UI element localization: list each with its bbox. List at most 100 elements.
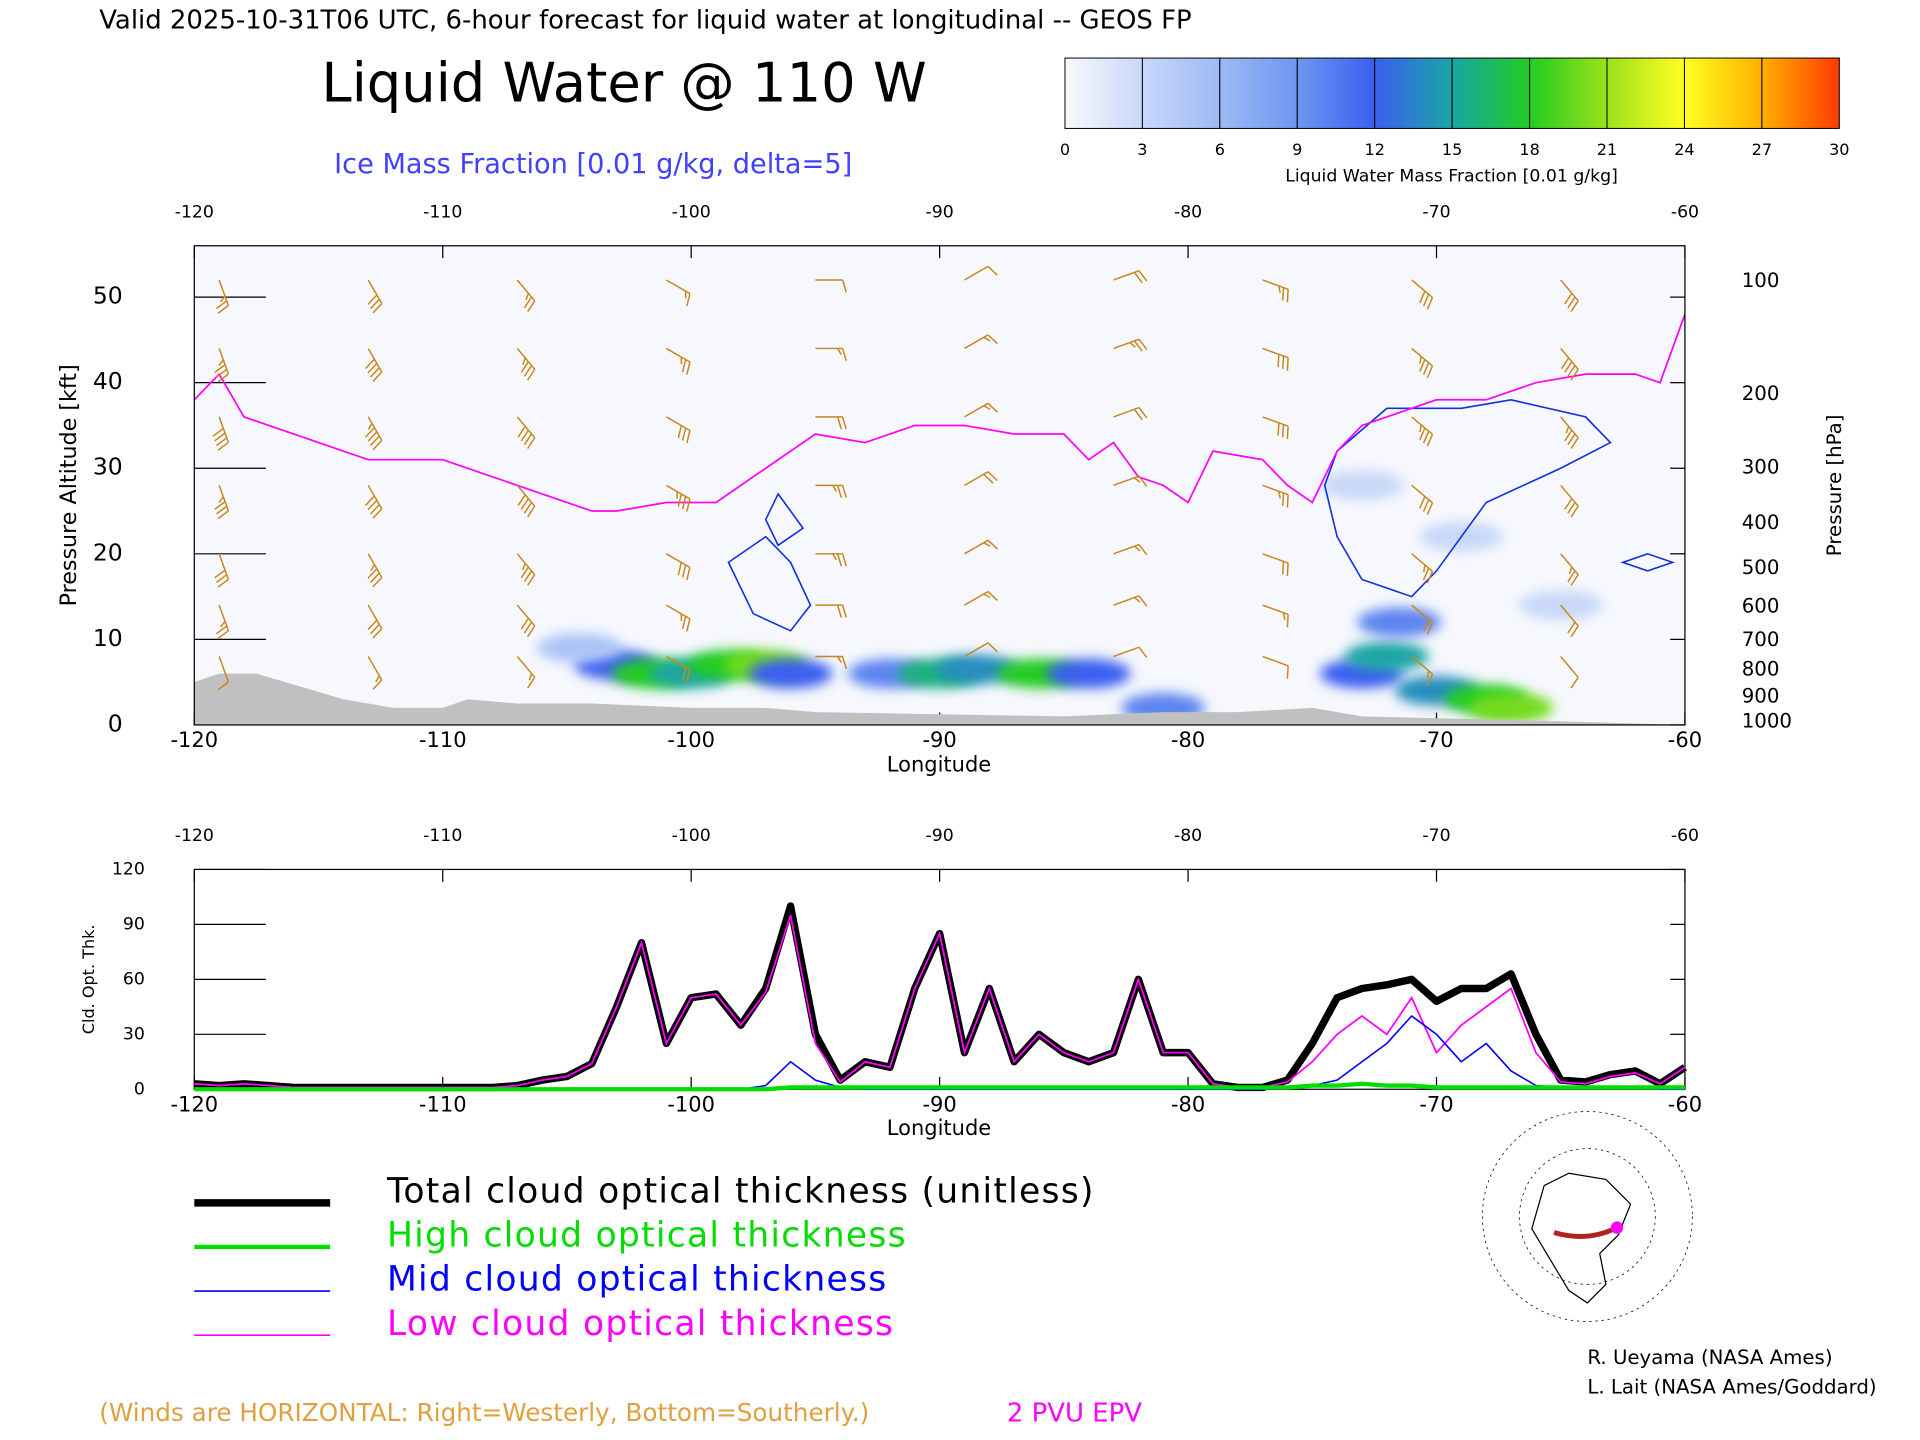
wind-barb (516, 347, 536, 381)
terrain (194, 673, 1685, 725)
x-tick-label-top: -110 (423, 202, 462, 222)
wind-barb (1560, 279, 1579, 312)
x-tick-label: -60 (1668, 1092, 1702, 1116)
wind-barb (815, 484, 847, 498)
liquid-water (1319, 470, 1404, 501)
x-tick-label: -110 (419, 728, 467, 752)
ice-contour (1323, 398, 1612, 598)
wind-barb (516, 416, 536, 449)
wind-barb (365, 416, 383, 451)
x-tick-label-top: -100 (672, 826, 711, 846)
plot-background (194, 245, 1685, 725)
x-tick-label: -60 (1668, 728, 1702, 752)
wind-barb (665, 347, 691, 375)
wind-barb (1113, 595, 1148, 607)
colorbar-segment (1683, 57, 1763, 129)
colorbar-segment (1219, 57, 1298, 129)
y-tick-label: 20 (93, 538, 123, 566)
header: Valid 2025-10-31T06 UTC, 6-hour forecast… (99, 5, 1191, 35)
y2-tick-label: 400 (1742, 511, 1780, 534)
wind-barb (665, 553, 691, 581)
wind-barb (1411, 347, 1434, 379)
wind-barb (1262, 279, 1289, 303)
colorbar-segment (1451, 57, 1531, 129)
colorbar-tick-label: 3 (1137, 140, 1147, 159)
wind-barb (1113, 646, 1148, 658)
colorbar-tick-label: 6 (1215, 140, 1225, 159)
wind-barb (1113, 543, 1148, 556)
inset-map (1482, 1111, 1693, 1322)
colorbar-segment (1296, 57, 1376, 129)
wind-barb (516, 279, 536, 312)
wind-barb (815, 347, 847, 362)
colorbar-tick-label: 18 (1519, 140, 1539, 159)
plot-frame (193, 245, 1686, 726)
wind-barb (964, 642, 998, 658)
liquid-water (537, 633, 622, 663)
y2-tick-label: 300 (1742, 455, 1780, 478)
wind-barb (367, 553, 383, 588)
x-axis-label: Longitude (887, 1116, 991, 1140)
wind-barb (217, 656, 230, 691)
x-tick-label: -100 (667, 1092, 715, 1116)
wind-barb (1262, 416, 1289, 440)
y2-tick-label: 700 (1742, 628, 1780, 651)
x-tick-label-top: -90 (926, 826, 954, 846)
ice-contour (764, 492, 805, 547)
y-axis-label: Cld. Opt. Thk. (79, 924, 98, 1034)
x-tick-label-top: -110 (423, 826, 462, 846)
liquid-water (1046, 658, 1131, 689)
liquid-water (934, 654, 1019, 685)
x-tick-label-top: -70 (1422, 202, 1450, 222)
y2-tick-label: 600 (1742, 594, 1780, 617)
x-tick-label: -80 (1171, 1092, 1205, 1116)
wind-barb (1262, 553, 1289, 577)
map-coast (1531, 1172, 1632, 1304)
liquid-water (1469, 693, 1554, 723)
wind-barb (214, 348, 230, 383)
wind-barb (665, 655, 691, 683)
x-tick-label-top: -80 (1174, 826, 1202, 846)
wind-note: (Winds are HORIZONTAL: Right=Westerly, B… (99, 1398, 869, 1427)
wind-barb (365, 348, 383, 382)
wind-barb (815, 604, 847, 618)
wind-barb (516, 656, 536, 689)
legend-label: Total cloud optical thickness (unitless) (386, 1172, 1095, 1212)
plot-area (194, 265, 1685, 725)
wind-barb (964, 471, 998, 486)
y-tick-label: 40 (93, 367, 123, 395)
wind-barb (815, 416, 847, 430)
colorbar-tick-label: 30 (1829, 140, 1849, 159)
x-tick-label: -120 (170, 728, 218, 752)
y2-tick-label: 200 (1742, 382, 1780, 405)
wind-barb (665, 279, 691, 307)
wind-barb (365, 484, 383, 519)
liquid-water (1344, 641, 1429, 672)
map-graticule (1482, 1111, 1693, 1322)
wind-barb (665, 604, 691, 632)
wind-barb (1113, 270, 1148, 284)
legend-label: High cloud optical thickness (387, 1216, 907, 1256)
wind-barb (1411, 279, 1434, 310)
wind-barb (1113, 406, 1148, 421)
y-tick-label: 30 (93, 453, 123, 481)
wind-barb (964, 402, 998, 418)
colorbar-segment (1761, 57, 1840, 129)
colorbar-segment (1529, 57, 1608, 129)
wind-barb (1113, 475, 1148, 487)
y2-tick-label: 500 (1742, 556, 1780, 579)
colorbar-label: Liquid Water Mass Fraction [0.01 g/kg] (1285, 167, 1618, 187)
legend-label: Low cloud optical thickness (387, 1304, 894, 1344)
chart-title: Liquid Water @ 110 W (321, 52, 926, 115)
x-tick-label-top: -90 (926, 202, 954, 222)
x-tick-label-top: -100 (672, 202, 711, 222)
y-tick-label: 10 (93, 624, 123, 652)
x-tick-label: -110 (419, 1092, 467, 1116)
wind-barb (1262, 655, 1289, 679)
wind-barb (665, 416, 691, 444)
colorbar-segment (1374, 57, 1453, 129)
wind-barb (1560, 416, 1579, 449)
colorbar-tick-label: 12 (1364, 140, 1384, 159)
wind-barb (1411, 416, 1434, 447)
